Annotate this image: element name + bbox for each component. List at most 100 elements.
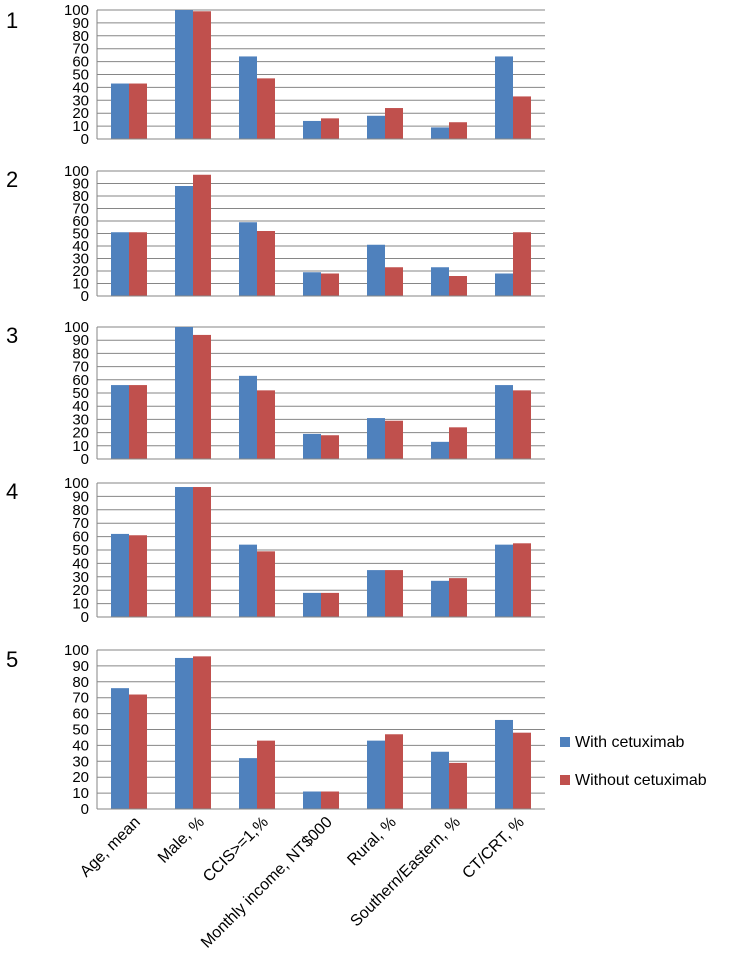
bar-without-cetuximab — [513, 390, 531, 459]
bar-with-cetuximab — [303, 120, 321, 139]
y-tick-label: 20 — [72, 105, 89, 122]
legend: With cetuximab Without cetuximab — [560, 734, 707, 789]
bar-without-cetuximab — [129, 232, 147, 296]
bar-with-cetuximab — [495, 544, 513, 617]
bar-without-cetuximab — [321, 118, 339, 139]
bar-with-cetuximab — [239, 758, 257, 809]
bar-without-cetuximab — [129, 694, 147, 809]
y-tick-label: 30 — [72, 92, 89, 109]
y-tick-label: 80 — [72, 188, 89, 205]
y-tick-label: 70 — [72, 41, 89, 58]
y-tick-label: 50 — [72, 722, 89, 739]
y-tick-label: 30 — [72, 569, 89, 586]
legend-swatch — [560, 775, 570, 785]
y-tick-label: 0 — [81, 288, 89, 305]
bar-with-cetuximab — [239, 544, 257, 617]
y-tick-label: 90 — [72, 176, 89, 193]
bar-with-cetuximab — [175, 10, 193, 139]
y-tick-label: 50 — [72, 67, 89, 84]
x-category-label: Monthly income, NT$000 — [198, 814, 336, 952]
y-tick-label: 10 — [72, 596, 89, 613]
bar-without-cetuximab — [193, 656, 211, 809]
bar-with-cetuximab — [111, 533, 129, 617]
y-tick-label: 80 — [72, 502, 89, 519]
y-tick-label: 60 — [72, 54, 89, 71]
y-tick-label: 100 — [64, 319, 89, 336]
y-tick-label: 0 — [81, 451, 89, 468]
bar-without-cetuximab — [257, 740, 275, 809]
y-tick-label: 90 — [72, 332, 89, 349]
bar-without-cetuximab — [513, 543, 531, 617]
y-tick-label: 10 — [72, 276, 89, 293]
y-tick-label: 30 — [72, 251, 89, 268]
y-tick-label: 10 — [72, 118, 89, 135]
panel-label: 5 — [6, 647, 18, 672]
bar-with-cetuximab — [367, 740, 385, 809]
y-tick-label: 10 — [72, 438, 89, 455]
bar-with-cetuximab — [303, 272, 321, 296]
y-tick-label: 70 — [72, 690, 89, 707]
bar-without-cetuximab — [129, 83, 147, 139]
y-tick-label: 80 — [72, 28, 89, 45]
y-tick-label: 100 — [64, 642, 89, 659]
y-tick-label: 80 — [72, 345, 89, 362]
bar-without-cetuximab — [257, 78, 275, 139]
bar-without-cetuximab — [193, 174, 211, 296]
y-tick-label: 90 — [72, 488, 89, 505]
y-tick-label: 40 — [72, 79, 89, 96]
y-tick-label: 60 — [72, 372, 89, 389]
bar-without-cetuximab — [449, 762, 467, 809]
bar-with-cetuximab — [175, 487, 193, 617]
bar-without-cetuximab — [513, 232, 531, 296]
y-tick-label: 100 — [64, 2, 89, 19]
bar-without-cetuximab — [385, 108, 403, 139]
bar-without-cetuximab — [321, 435, 339, 459]
legend-swatch — [560, 737, 570, 747]
bar-without-cetuximab — [449, 122, 467, 139]
bar-with-cetuximab — [431, 127, 449, 139]
y-tick-label: 20 — [72, 263, 89, 280]
bar-without-cetuximab — [321, 791, 339, 809]
y-tick-label: 70 — [72, 359, 89, 376]
y-tick-label: 20 — [72, 769, 89, 786]
bar-with-cetuximab — [175, 657, 193, 809]
x-category-label: CCIS>=1,% — [200, 814, 272, 886]
bar-with-cetuximab — [431, 267, 449, 296]
bar-without-cetuximab — [193, 487, 211, 617]
bar-with-cetuximab — [175, 327, 193, 459]
x-category-label: Age, mean — [77, 814, 144, 881]
bar-with-cetuximab — [367, 244, 385, 296]
bar-with-cetuximab — [239, 56, 257, 139]
y-tick-label: 0 — [81, 609, 89, 626]
bar-without-cetuximab — [129, 385, 147, 459]
panel-label: 3 — [6, 323, 18, 348]
bar-with-cetuximab — [431, 441, 449, 459]
legend-entry: Without cetuximab — [560, 772, 707, 789]
bar-without-cetuximab — [385, 420, 403, 459]
y-tick-label: 60 — [72, 529, 89, 546]
y-tick-label: 50 — [72, 226, 89, 243]
y-tick-label: 90 — [72, 15, 89, 32]
bar-without-cetuximab — [321, 592, 339, 617]
y-tick-label: 70 — [72, 201, 89, 218]
x-category-label: Rural, % — [344, 814, 399, 869]
bar-with-cetuximab — [367, 418, 385, 459]
bar-without-cetuximab — [321, 273, 339, 296]
chart-panels: 1010203040506070809010020102030405060708… — [6, 2, 545, 818]
bar-with-cetuximab — [367, 570, 385, 617]
bar-with-cetuximab — [431, 751, 449, 809]
panel-label: 4 — [6, 479, 18, 504]
bar-with-cetuximab — [111, 232, 129, 296]
y-tick-label: 20 — [72, 425, 89, 442]
bar-with-cetuximab — [495, 273, 513, 296]
x-category-label: Male, % — [155, 814, 208, 867]
y-tick-label: 50 — [72, 385, 89, 402]
bar-without-cetuximab — [449, 276, 467, 296]
bar-without-cetuximab — [193, 11, 211, 139]
y-tick-label: 60 — [72, 213, 89, 230]
